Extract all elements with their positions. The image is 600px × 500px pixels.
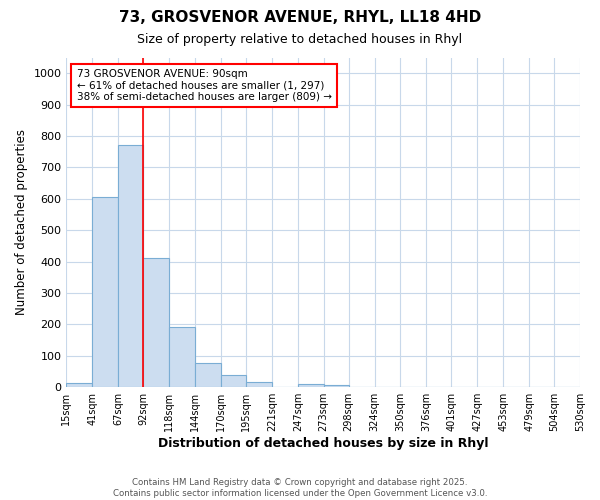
Bar xyxy=(67,384,92,387)
Y-axis label: Number of detached properties: Number of detached properties xyxy=(15,130,28,316)
Text: Contains HM Land Registry data © Crown copyright and database right 2025.
Contai: Contains HM Land Registry data © Crown c… xyxy=(113,478,487,498)
X-axis label: Distribution of detached houses by size in Rhyl: Distribution of detached houses by size … xyxy=(158,437,488,450)
Bar xyxy=(221,376,246,387)
Text: 73, GROSVENOR AVENUE, RHYL, LL18 4HD: 73, GROSVENOR AVENUE, RHYL, LL18 4HD xyxy=(119,10,481,25)
Text: 73 GROSVENOR AVENUE: 90sqm
← 61% of detached houses are smaller (1, 297)
38% of : 73 GROSVENOR AVENUE: 90sqm ← 61% of deta… xyxy=(77,69,332,102)
Bar xyxy=(92,196,118,387)
Bar xyxy=(169,326,195,387)
Bar xyxy=(143,258,169,387)
Bar xyxy=(246,382,272,387)
Bar xyxy=(195,362,221,387)
Bar xyxy=(118,146,143,387)
Bar xyxy=(298,384,324,387)
Text: Size of property relative to detached houses in Rhyl: Size of property relative to detached ho… xyxy=(137,32,463,46)
Bar xyxy=(324,385,349,387)
